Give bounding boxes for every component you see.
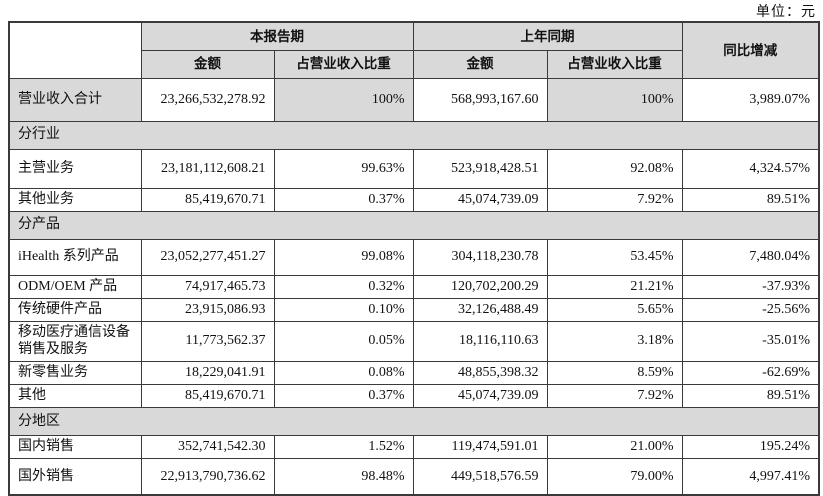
section-row-by-region: 分地区 — [8, 407, 820, 437]
share-cell: 0.08% — [273, 361, 414, 386]
amount-cell: 23,181,112,608.21 — [140, 148, 275, 189]
revenue-breakdown-table: 本报告期 上年同期 同比增减 金额 占营业收入比重 金额 占营业收入比重 营业收… — [8, 21, 820, 496]
row-label: 国外销售 — [8, 458, 142, 496]
share-cell: 3.18% — [546, 320, 683, 363]
amount-cell: 11,773,562.37 — [140, 320, 275, 363]
table-row-new-retail: 新零售业务 18,229,041.91 0.08% 48,855,398.32 … — [8, 361, 820, 386]
amount-cell: 120,702,200.29 — [412, 274, 548, 299]
header-share-current: 占营业收入比重 — [273, 49, 414, 79]
share-cell: 0.32% — [273, 274, 414, 299]
share-cell: 99.63% — [273, 148, 414, 189]
header-row-measures: 金额 占营业收入比重 金额 占营业收入比重 — [9, 49, 819, 79]
header-amount-prior: 金额 — [412, 49, 548, 79]
share-cell: 53.45% — [546, 238, 683, 276]
amount-cell: 23,266,532,278.92 — [140, 77, 275, 122]
unit-label: 单位：元 — [756, 5, 816, 20]
yoy-cell: -35.01% — [681, 320, 820, 363]
share-cell: 98.48% — [273, 458, 414, 496]
section-label: 分地区 — [8, 407, 820, 437]
section-label: 分行业 — [8, 120, 820, 150]
amount-cell: 23,915,086.93 — [140, 297, 275, 322]
amount-cell: 85,419,670.71 — [140, 187, 275, 212]
table-row-main-business: 主营业务 23,181,112,608.21 99.63% 523,918,42… — [8, 148, 820, 189]
yoy-cell: 4,997.41% — [681, 458, 820, 496]
table-row-traditional-hardware: 传统硬件产品 23,915,086.93 0.10% 32,126,488.49… — [8, 297, 820, 322]
share-cell: 100% — [546, 77, 683, 122]
share-cell: 0.37% — [273, 384, 414, 409]
amount-cell: 523,918,428.51 — [412, 148, 548, 189]
amount-cell: 568,993,167.60 — [412, 77, 548, 122]
section-row-by-industry: 分行业 — [8, 120, 820, 150]
share-cell: 7.92% — [546, 384, 683, 409]
yoy-cell: 195.24% — [681, 435, 820, 460]
share-cell: 21.21% — [546, 274, 683, 299]
table-row-odm-oem: ODM/OEM 产品 74,917,465.73 0.32% 120,702,2… — [8, 274, 820, 299]
table-row-domestic-sales: 国内销售 352,741,542.30 1.52% 119,474,591.01… — [8, 435, 820, 460]
table-row-foreign-sales: 国外销售 22,913,790,736.62 98.48% 449,518,57… — [8, 458, 820, 496]
amount-cell: 352,741,542.30 — [140, 435, 275, 460]
row-label: 主营业务 — [8, 148, 142, 189]
amount-cell: 18,229,041.91 — [140, 361, 275, 386]
amount-cell: 45,074,739.09 — [412, 384, 548, 409]
yoy-cell: 89.51% — [681, 187, 820, 212]
table-row-other: 其他 85,419,670.71 0.37% 45,074,739.09 7.9… — [8, 384, 820, 409]
section-label: 分产品 — [8, 210, 820, 240]
share-cell: 0.37% — [273, 187, 414, 212]
amount-cell: 449,518,576.59 — [412, 458, 548, 496]
share-cell: 5.65% — [546, 297, 683, 322]
row-label: 新零售业务 — [8, 361, 142, 386]
header-current-period: 本报告期 — [140, 21, 414, 51]
share-cell: 99.08% — [273, 238, 414, 276]
table-row-mobile-medical: 移动医疗通信设备销售及服务 11,773,562.37 0.05% 18,116… — [8, 320, 820, 363]
yoy-cell: 4,324.57% — [681, 148, 820, 189]
row-label: 营业收入合计 — [8, 77, 142, 122]
table-row-ihealth-series: iHealth 系列产品 23,052,277,451.27 99.08% 30… — [8, 238, 820, 276]
yoy-cell: -37.93% — [681, 274, 820, 299]
row-label: ODM/OEM 产品 — [8, 274, 142, 299]
row-label: iHealth 系列产品 — [8, 238, 142, 276]
header-share-prior: 占营业收入比重 — [546, 49, 683, 79]
yoy-cell: 3,989.07% — [681, 77, 820, 122]
share-cell: 21.00% — [546, 435, 683, 460]
share-cell: 8.59% — [546, 361, 683, 386]
share-cell: 92.08% — [546, 148, 683, 189]
amount-cell: 32,126,488.49 — [412, 297, 548, 322]
amount-cell: 85,419,670.71 — [140, 384, 275, 409]
share-cell: 100% — [273, 77, 414, 122]
row-label: 其他 — [8, 384, 142, 409]
share-cell: 79.00% — [546, 458, 683, 496]
header-yoy: 同比增减 — [681, 21, 820, 79]
amount-cell: 48,855,398.32 — [412, 361, 548, 386]
share-cell: 0.10% — [273, 297, 414, 322]
header-prior-period: 上年同期 — [412, 21, 683, 51]
table-row-total-revenue: 营业收入合计 23,266,532,278.92 100% 568,993,16… — [8, 77, 820, 122]
yoy-cell: 89.51% — [681, 384, 820, 409]
yoy-cell: -62.69% — [681, 361, 820, 386]
amount-cell: 304,118,230.78 — [412, 238, 548, 276]
amount-cell: 22,913,790,736.62 — [140, 458, 275, 496]
amount-cell: 45,074,739.09 — [412, 187, 548, 212]
share-cell: 0.05% — [273, 320, 414, 363]
section-row-by-product: 分产品 — [8, 210, 820, 240]
row-label: 国内销售 — [8, 435, 142, 460]
header-row-periods: 本报告期 上年同期 同比增减 — [8, 21, 820, 79]
amount-cell: 119,474,591.01 — [412, 435, 548, 460]
amount-cell: 23,052,277,451.27 — [140, 238, 275, 276]
header-amount-current: 金额 — [140, 49, 275, 79]
row-label: 传统硬件产品 — [8, 297, 142, 322]
share-cell: 7.92% — [546, 187, 683, 212]
row-label: 其他业务 — [8, 187, 142, 212]
yoy-cell: 7,480.04% — [681, 238, 820, 276]
table-row-other-business: 其他业务 85,419,670.71 0.37% 45,074,739.09 7… — [8, 187, 820, 212]
yoy-cell: -25.56% — [681, 297, 820, 322]
amount-cell: 18,116,110.63 — [412, 320, 548, 363]
row-label: 移动医疗通信设备销售及服务 — [8, 320, 142, 363]
amount-cell: 74,917,465.73 — [140, 274, 275, 299]
corner-cell — [8, 21, 142, 79]
share-cell: 1.52% — [273, 435, 414, 460]
